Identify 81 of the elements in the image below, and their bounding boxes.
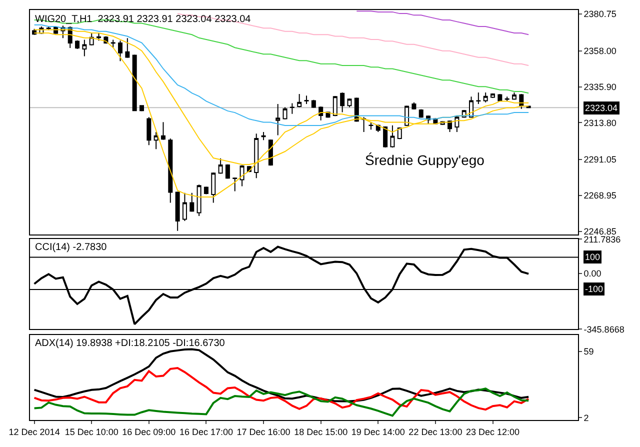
candlestick (154, 132, 158, 150)
candlestick (168, 138, 173, 204)
y-tick-label: -345.8668 (584, 324, 624, 334)
x-tick-label: 17 Dec 16:00 (236, 426, 290, 437)
candlestick (282, 106, 288, 120)
candlestick (311, 99, 316, 108)
ref-line-label: 100 (585, 252, 600, 262)
candlestick (240, 164, 244, 187)
line-series (34, 24, 530, 126)
y-tick-label: 2291.05 (584, 154, 616, 165)
y-tick-label: 59 (584, 346, 594, 357)
annotation: Średnie Guppy'ego (365, 152, 485, 168)
candlestick (498, 94, 502, 102)
candlestick (519, 94, 524, 110)
candlestick (276, 103, 280, 136)
candlestick (261, 132, 266, 141)
x-tick-label: 18 Dec 15:00 (294, 426, 348, 437)
candlestick (404, 105, 410, 127)
candlestick (512, 92, 516, 100)
candlestick (225, 164, 230, 180)
line-series (177, 13, 530, 66)
candlestick (132, 54, 137, 112)
y-tick-label: 211.7836 (584, 234, 621, 244)
y-tick-label: 2358.00 (584, 46, 616, 56)
y-tick-label: 2 (584, 412, 589, 423)
candlestick (412, 102, 416, 110)
candlestick (96, 32, 102, 42)
candlestick (160, 122, 166, 140)
line-series (33, 367, 530, 411)
candlestick (368, 122, 374, 130)
x-tick-label: 19 Dec 14:00 (351, 426, 405, 437)
x-tick-label: 22 Dec 13:00 (408, 426, 462, 437)
chart-title: CCI(14) -2.7830 (35, 242, 108, 253)
y-tick-label: 2313.80 (584, 118, 616, 128)
candlestick (390, 124, 395, 148)
ref-line-label: 2323.04 (585, 103, 618, 113)
candlestick (110, 39, 116, 48)
candlestick (290, 102, 294, 114)
x-tick-label: 23 Dec 12:00 (466, 426, 520, 437)
candlestick (332, 96, 338, 117)
candlestick (75, 40, 80, 50)
line-series (356, 10, 530, 36)
candlestick (490, 92, 496, 98)
ref-line-label: -100 (585, 284, 604, 294)
line-series (34, 32, 530, 198)
y-tick-label: 0.00 (584, 268, 602, 279)
x-tick-label: 15 Dec 10:00 (64, 426, 118, 437)
candlestick (347, 98, 352, 108)
x-tick-label: 16 Dec 17:00 (179, 426, 233, 437)
candlestick (204, 186, 208, 195)
y-tick-label: 2380.75 (584, 9, 616, 20)
candlestick (383, 126, 388, 148)
x-tick-label: 12 Dec 2014 (8, 426, 60, 437)
candlestick (297, 94, 302, 108)
candlestick (146, 116, 152, 146)
candlestick (175, 191, 180, 232)
candlestick (190, 192, 194, 212)
candlestick (254, 133, 259, 179)
candlestick (218, 158, 223, 174)
candlestick (340, 92, 345, 113)
candlestick (139, 104, 144, 112)
y-tick-label: 2268.95 (584, 190, 616, 201)
line-series (33, 348, 530, 402)
candlestick (196, 184, 202, 216)
y-tick-label: 2335.90 (584, 82, 616, 92)
x-tick-label: 16 Dec 09:00 (122, 426, 176, 437)
candlestick (483, 92, 488, 103)
candlestick (232, 176, 238, 192)
y-tick-label: 2246.85 (584, 226, 616, 236)
candlestick (125, 38, 130, 58)
candlestick (318, 106, 324, 121)
candlestick (476, 92, 481, 104)
line-series (33, 388, 530, 417)
candlestick (304, 95, 309, 104)
candlestick (182, 192, 187, 222)
chart-title: ADX(14) 19.8938 +DI:18.2105 -DI:16.6730 (35, 338, 226, 349)
candlestick (118, 40, 123, 62)
candlestick (454, 116, 460, 133)
candlestick (418, 108, 424, 118)
candlestick (211, 172, 216, 204)
candlestick (82, 39, 87, 57)
